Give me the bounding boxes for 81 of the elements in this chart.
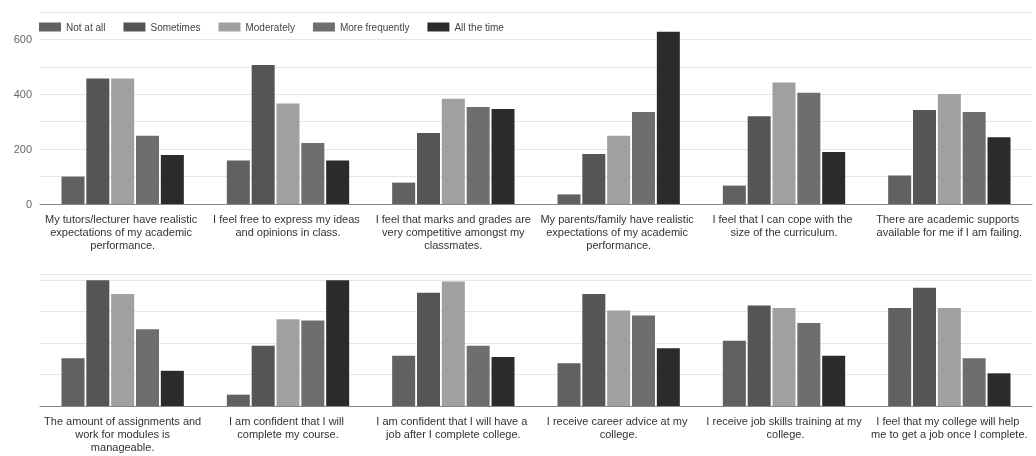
bar bbox=[747, 116, 771, 204]
bar bbox=[937, 307, 961, 406]
bar bbox=[160, 154, 184, 204]
bar bbox=[987, 137, 1011, 204]
bar bbox=[913, 287, 936, 406]
bar bbox=[301, 320, 325, 406]
bar bbox=[822, 151, 846, 204]
legend-label: More frequently bbox=[339, 21, 410, 33]
x-tick-label: The amount of assignments and work for modules is manageable. bbox=[44, 414, 202, 453]
bar bbox=[607, 135, 631, 204]
bar bbox=[417, 132, 440, 204]
bar bbox=[326, 280, 350, 406]
x-tick-label: My parents/family have realistic expectations of my academic performance. bbox=[540, 212, 697, 251]
bar bbox=[160, 370, 184, 406]
bar bbox=[417, 292, 440, 406]
bar bbox=[276, 103, 300, 204]
bar bbox=[441, 98, 465, 204]
y-tick-label: 0 bbox=[25, 198, 32, 210]
bar bbox=[582, 154, 606, 204]
bar bbox=[326, 160, 350, 204]
bar bbox=[937, 94, 961, 204]
bar bbox=[888, 175, 912, 204]
bar bbox=[557, 194, 581, 204]
bar bbox=[491, 109, 515, 204]
x-tick-label: I feel that I can cope with the size of the curriculum. bbox=[712, 212, 856, 238]
bar bbox=[656, 31, 680, 204]
x-tick-label: There are academic supports available for me if I am failing. bbox=[876, 212, 1023, 238]
bar bbox=[111, 294, 135, 406]
bar bbox=[111, 78, 135, 204]
bar bbox=[888, 307, 912, 406]
bar bbox=[86, 78, 110, 204]
y-tick-label: 600 bbox=[13, 33, 32, 46]
bar bbox=[557, 363, 581, 406]
bar bbox=[466, 106, 490, 204]
x-tick-label: I feel that marks and grades are very competitive amongst my classmates. bbox=[375, 212, 531, 251]
bar bbox=[226, 160, 250, 204]
bar bbox=[962, 358, 986, 406]
bar bbox=[582, 294, 606, 406]
bar bbox=[722, 340, 746, 406]
x-tick-label: I receive career advice at my college. bbox=[546, 414, 691, 440]
bar bbox=[632, 112, 655, 204]
bar bbox=[772, 82, 796, 204]
x-tick-label: I feel free to express my ideas and opinions in class. bbox=[213, 212, 363, 238]
bar bbox=[747, 305, 771, 406]
legend-label: All the time bbox=[454, 21, 505, 33]
bar bbox=[251, 345, 275, 406]
x-tick-label: My tutors/lecturer have realistic expectations of my academic performance. bbox=[45, 212, 201, 251]
bar bbox=[441, 281, 465, 406]
x-tick-label: I am confident that I will have a job after I complete college. bbox=[376, 414, 531, 440]
bar bbox=[136, 135, 159, 204]
bar bbox=[86, 280, 110, 406]
bar bbox=[466, 345, 490, 406]
bar bbox=[491, 356, 515, 406]
bar bbox=[987, 373, 1011, 406]
bar bbox=[632, 315, 655, 406]
bar bbox=[797, 323, 821, 406]
bar bbox=[136, 329, 159, 406]
bar bbox=[797, 92, 821, 204]
bar bbox=[276, 319, 300, 406]
x-tick-label: I receive job skills training at my college. bbox=[706, 414, 863, 440]
y-tick-label: 400 bbox=[13, 88, 32, 101]
legend-label: Sometimes bbox=[150, 21, 201, 33]
bar bbox=[251, 64, 275, 204]
bar bbox=[656, 348, 680, 406]
bar bbox=[772, 307, 796, 406]
legend-label: Moderately bbox=[245, 21, 295, 33]
bar bbox=[301, 143, 325, 204]
bar bbox=[607, 310, 631, 406]
y-tick-label: 200 bbox=[13, 143, 32, 156]
legend-label: Not at all bbox=[66, 21, 106, 33]
bar bbox=[913, 109, 936, 204]
x-tick-label: I am confident that I will complete my course. bbox=[229, 414, 347, 440]
bar bbox=[61, 358, 85, 406]
bar bbox=[392, 355, 416, 406]
bar bbox=[722, 185, 746, 204]
bar bbox=[392, 182, 416, 204]
x-tick-label: I feel that my college will help me to get a job once I complete. bbox=[871, 414, 1028, 440]
bar bbox=[226, 394, 250, 406]
bar bbox=[61, 176, 85, 204]
bar bbox=[822, 355, 846, 406]
bar bbox=[962, 112, 986, 204]
